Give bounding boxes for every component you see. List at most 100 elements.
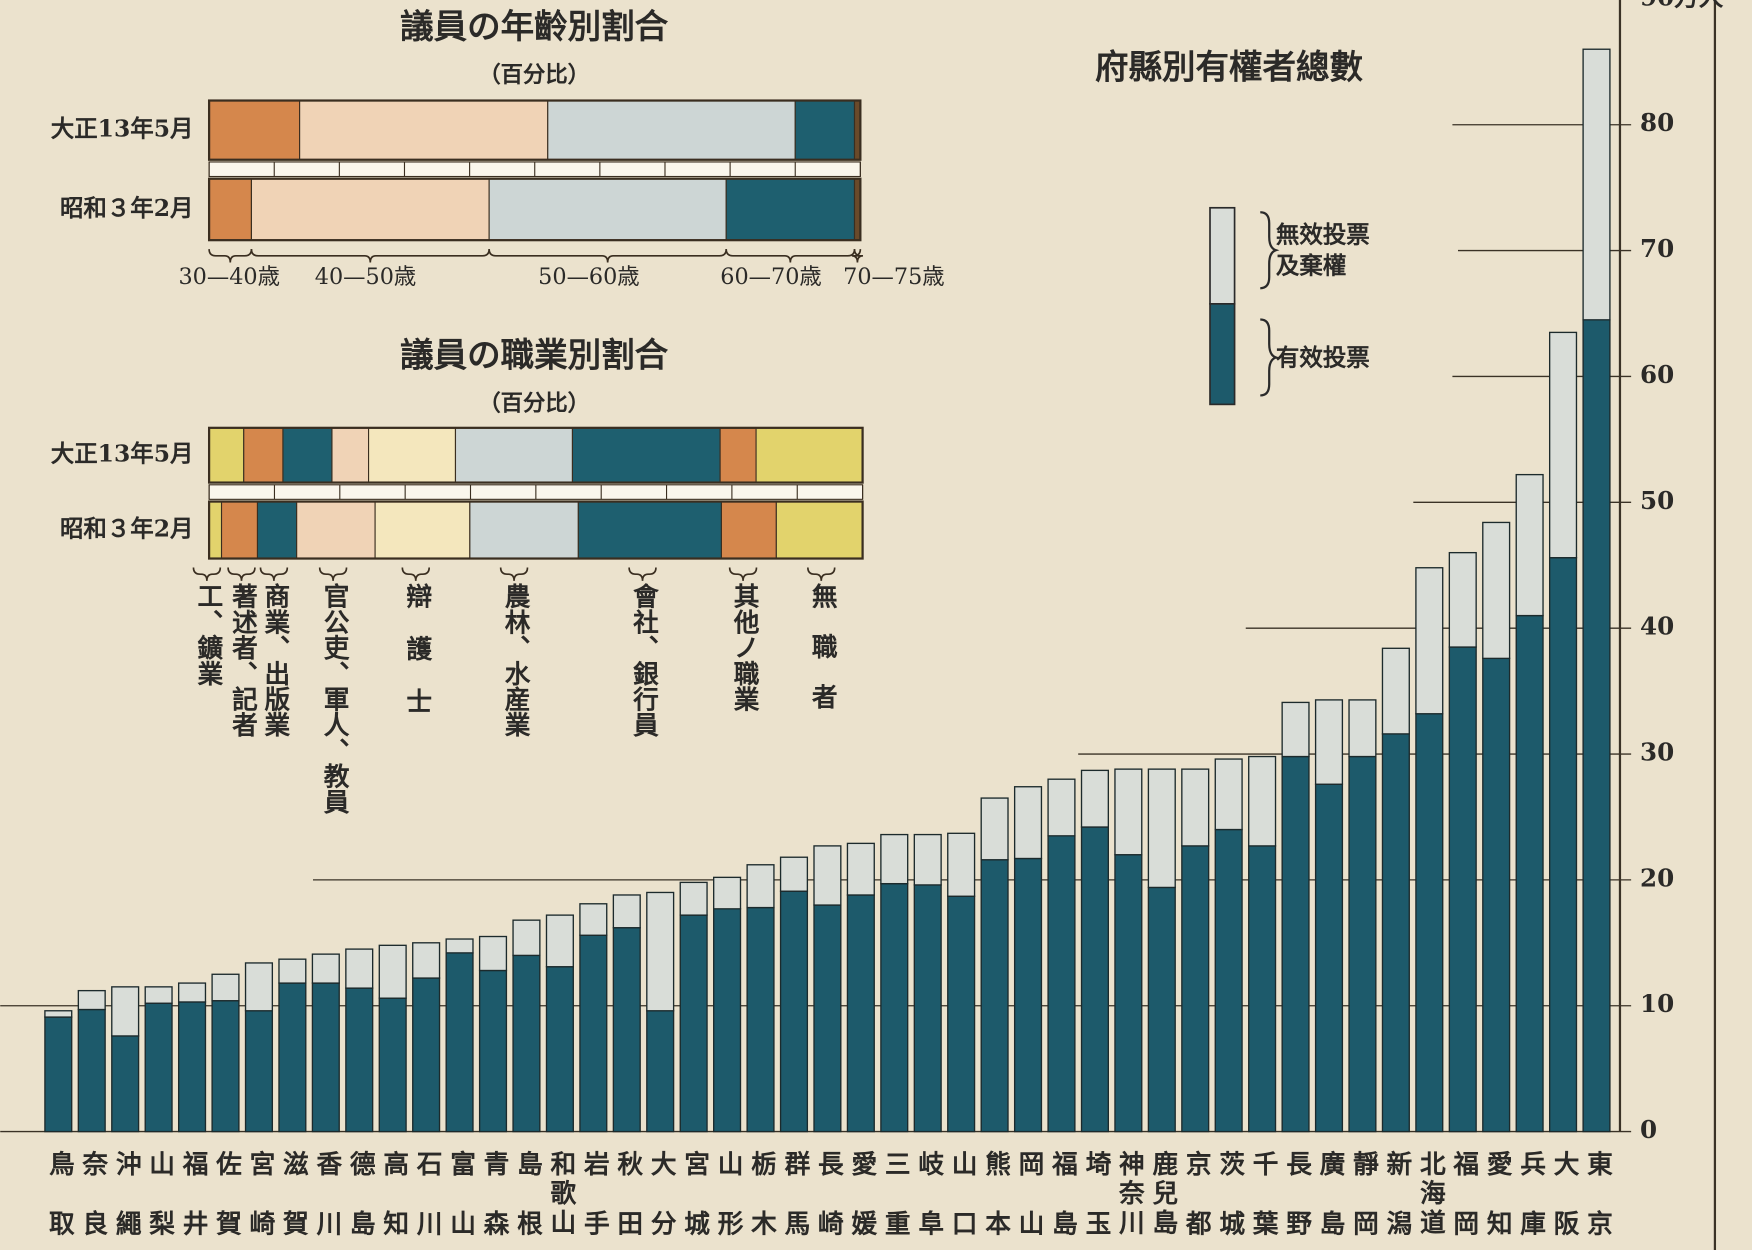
bar-segment bbox=[250, 178, 490, 241]
bar-segment bbox=[111, 1035, 140, 1133]
bar-segment bbox=[208, 427, 245, 484]
bar-segment bbox=[913, 884, 942, 1133]
bar-segment bbox=[1114, 854, 1143, 1133]
chart-title: 議員の年齡別割合 bbox=[400, 7, 668, 46]
bar-segment bbox=[331, 427, 370, 484]
y-tick-label: 10 bbox=[1640, 989, 1674, 1018]
y-tick-label: 30 bbox=[1640, 738, 1674, 767]
row-label: 大正13年5月 bbox=[51, 115, 194, 143]
bar-segment bbox=[813, 904, 842, 1133]
bar-segment bbox=[1080, 826, 1109, 1133]
bar-segment bbox=[1482, 657, 1511, 1133]
bar-segment bbox=[779, 856, 809, 892]
chart-title: 議員の職業別割合 bbox=[400, 335, 668, 374]
x-tick-label: 熊本 bbox=[981, 1149, 1011, 1250]
category-label: 官公吏、軍人、教員 bbox=[319, 582, 349, 816]
bar-segment bbox=[345, 987, 374, 1133]
bar-segment bbox=[1381, 647, 1410, 735]
y-tick-label: 60 bbox=[1640, 360, 1674, 389]
bar-segment bbox=[1181, 845, 1210, 1133]
row-label: 大正13年5月 bbox=[51, 440, 194, 468]
bar-segment bbox=[77, 989, 106, 1011]
bar-segment bbox=[243, 427, 284, 484]
x-tick-label: 大阪 bbox=[1549, 1150, 1579, 1250]
bar-segment bbox=[144, 986, 173, 1004]
bar-segment bbox=[144, 1002, 173, 1133]
bar-segment bbox=[679, 914, 708, 1133]
chart-subtitle: （百分比） bbox=[478, 62, 590, 88]
category-label: 會社、銀行員 bbox=[629, 582, 660, 738]
x-tick-label: 兵庫 bbox=[1516, 1150, 1546, 1250]
row-label: 昭和３年2月 bbox=[60, 194, 194, 222]
y-tick-label: 70 bbox=[1640, 234, 1674, 263]
x-tick-label: 和歌山 bbox=[546, 1150, 576, 1238]
bar-segment bbox=[445, 938, 474, 954]
x-tick-label: 山口 bbox=[947, 1150, 977, 1250]
bar-segment bbox=[211, 1000, 240, 1133]
x-tick-label: 神奈川 bbox=[1114, 1150, 1145, 1238]
bar-segment bbox=[1515, 614, 1544, 1133]
x-tick-label: 福島 bbox=[1047, 1150, 1078, 1250]
label-brace bbox=[208, 249, 253, 263]
bar-segment bbox=[1013, 786, 1043, 860]
category-label: 50—60歳 bbox=[538, 264, 639, 290]
bar-segment bbox=[177, 1001, 207, 1133]
legend-swatch bbox=[1209, 206, 1236, 305]
bar-segment bbox=[579, 903, 608, 936]
bar-segment bbox=[1415, 567, 1444, 715]
bar-segment bbox=[77, 1008, 106, 1133]
bar-segment bbox=[278, 958, 307, 984]
x-tick-label: 長野 bbox=[1282, 1151, 1312, 1250]
bar-segment bbox=[1448, 646, 1477, 1133]
bar-segment bbox=[1047, 778, 1076, 837]
bar-segment bbox=[1080, 769, 1109, 828]
bar-segment bbox=[1047, 835, 1076, 1133]
legend-label-box: 有效投票 bbox=[1276, 343, 1370, 371]
bar-segment bbox=[374, 501, 471, 560]
bar-segment bbox=[1348, 699, 1377, 758]
bar-segment bbox=[947, 895, 976, 1133]
bar-segment bbox=[1013, 857, 1043, 1133]
bar-segment bbox=[44, 1016, 73, 1133]
x-tick-label: 秋田 bbox=[613, 1150, 643, 1250]
bar-segment bbox=[547, 99, 796, 161]
row-label: 昭和３年2月 bbox=[60, 515, 194, 543]
x-tick-label: 千葉 bbox=[1248, 1150, 1279, 1250]
bar-segment bbox=[713, 876, 742, 910]
bar-segment bbox=[345, 948, 374, 989]
bar-segment bbox=[571, 427, 721, 484]
bar-segment bbox=[1214, 828, 1243, 1133]
bar-segment bbox=[1147, 768, 1176, 889]
bar-segment bbox=[980, 797, 1009, 861]
label-brace bbox=[192, 567, 222, 581]
y-tick-label: 90万人 bbox=[1640, 0, 1724, 11]
x-tick-label: 群馬 bbox=[780, 1150, 810, 1250]
label-brace bbox=[488, 249, 728, 263]
bar-segment bbox=[478, 935, 508, 972]
category-label: 其他ノ職業 bbox=[729, 583, 760, 712]
bar-segment bbox=[813, 845, 842, 906]
x-tick-label: 青森 bbox=[479, 1150, 509, 1250]
x-tick-label: 茨城 bbox=[1215, 1150, 1245, 1250]
bar-segment bbox=[1448, 551, 1477, 648]
bar-segment bbox=[1548, 557, 1578, 1133]
bar-segment bbox=[746, 864, 775, 909]
bar-segment bbox=[412, 942, 441, 979]
bar-segment bbox=[1348, 755, 1377, 1133]
bar-segment bbox=[378, 997, 407, 1133]
bar-segment bbox=[1515, 473, 1544, 617]
x-tick-label: 栃木 bbox=[747, 1150, 778, 1250]
bar-segment bbox=[412, 977, 441, 1133]
x-tick-label: 廣島 bbox=[1315, 1150, 1345, 1250]
bar-segment bbox=[208, 501, 223, 560]
legend-brace bbox=[1260, 211, 1280, 290]
bar-segment bbox=[469, 501, 579, 560]
x-tick-label: 山梨 bbox=[145, 1150, 175, 1250]
y-tick-label: 40 bbox=[1640, 612, 1674, 641]
bar-segment bbox=[208, 99, 301, 161]
bar-segment bbox=[725, 178, 856, 241]
bar-segment bbox=[111, 986, 140, 1037]
legend-label: 無效投票及棄權 bbox=[1275, 220, 1370, 280]
x-tick-label: 三重 bbox=[880, 1151, 910, 1250]
bar-segment bbox=[646, 1010, 675, 1133]
